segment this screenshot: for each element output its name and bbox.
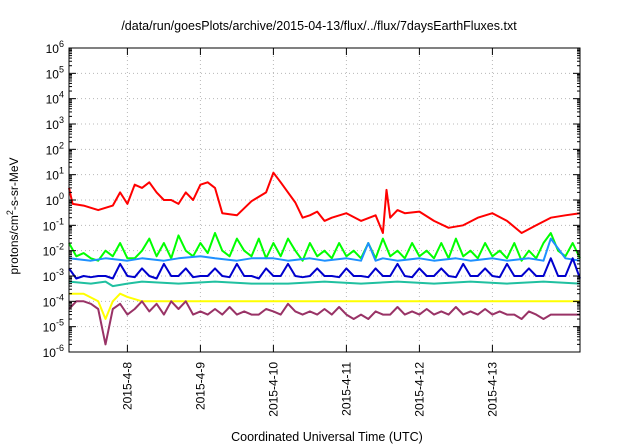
y-tick-base: 10	[46, 169, 60, 183]
series-line-2	[68, 232, 581, 262]
y-tick-base: 10	[46, 143, 60, 157]
series-line-6	[69, 292, 580, 320]
x-axis-label: Coordinated Universal Time (UTC)	[231, 430, 423, 444]
y-tick-base: 10	[43, 219, 57, 233]
y-tick-power: 3	[59, 115, 64, 125]
y-tick-power: -4	[56, 292, 64, 302]
y-tick-power: -6	[56, 343, 64, 353]
y-axis-label-rest: -s-sr-MeV	[7, 157, 21, 210]
x-tick-label: 2015-4-11	[339, 362, 353, 416]
series-line-1	[68, 171, 581, 234]
x-tick-label: 2015-4-8	[120, 362, 134, 410]
y-axis-label: protons/cm2-s-sr-MeV	[5, 157, 21, 274]
y-tick-base: 10	[46, 67, 60, 81]
y-tick-base: 10	[46, 194, 60, 208]
y-tick-power: 6	[59, 39, 64, 49]
y-tick-base: 10	[46, 42, 60, 56]
y-tick-base: 10	[46, 93, 60, 107]
y-tick-label: 101	[46, 166, 64, 183]
y-tick-label: 104	[46, 90, 64, 107]
y-tick-base: 10	[43, 245, 57, 259]
x-tick-labels: 2015-4-8 2015-4-9 2015-4-10 2015-4-11 2015-4…	[120, 362, 499, 417]
y-tick-label: 102	[46, 140, 64, 157]
series-line-5	[68, 280, 581, 288]
chart-title: /data/run/goesPlots/archive/2015-04-13/f…	[121, 19, 517, 33]
y-tick-base: 10	[43, 321, 57, 335]
y-tick-label: 10-1	[43, 216, 64, 233]
x-tick-label: 2015-4-10	[266, 362, 280, 417]
y-tick-base: 10	[43, 270, 57, 284]
series-line-3	[68, 237, 581, 262]
y-tick-power: 0	[59, 191, 64, 201]
y-tick-label: 10-2	[43, 242, 64, 259]
y-tick-label: 103	[46, 115, 64, 132]
y-tick-power: -1	[56, 216, 64, 226]
y-tick-power: -2	[56, 242, 64, 252]
x-tick-label: 2015-4-13	[485, 362, 499, 417]
y-tick-power: -3	[56, 267, 64, 277]
y-tick-label: 106	[46, 39, 64, 56]
y-tick-label: 10-5	[43, 318, 64, 335]
plot-frame	[68, 47, 581, 353]
y-tick-power: 5	[59, 64, 64, 74]
y-tick-label: 10-4	[43, 292, 64, 309]
x-tick-label: 2015-4-12	[412, 362, 426, 417]
series-layer	[68, 171, 581, 346]
series-line-4	[68, 257, 581, 280]
y-tick-label: 10-6	[43, 343, 64, 360]
y-tick-label: 105	[46, 64, 64, 81]
y-tick-power: -5	[56, 318, 64, 328]
y-tick-power: 4	[59, 90, 64, 100]
y-tick-power: 2	[59, 140, 64, 150]
series-line-7	[68, 300, 580, 346]
y-tick-base: 10	[43, 346, 57, 360]
y-axis-label-sup: 2	[5, 210, 15, 215]
y-tick-label: 100	[46, 191, 64, 208]
grid-lines	[69, 48, 580, 352]
y-tick-label: 10-3	[43, 267, 64, 284]
y-tick-labels: 10-610-510-410-310-210-11001011021031041…	[43, 39, 64, 360]
y-tick-base: 10	[43, 295, 57, 309]
y-tick-power: 1	[59, 166, 64, 176]
y-axis-label-main: protons/cm	[7, 215, 21, 274]
y-tick-base: 10	[46, 118, 60, 132]
x-tick-label: 2015-4-9	[193, 362, 207, 410]
